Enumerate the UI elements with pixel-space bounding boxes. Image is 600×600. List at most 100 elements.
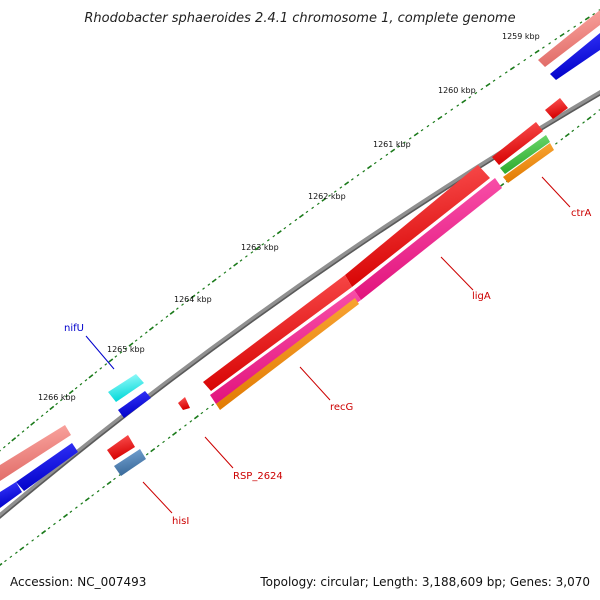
scale-dot-outer — [517, 62, 521, 66]
scale-dot-outer — [350, 178, 354, 181]
leader-line-RSP2624 — [204, 436, 234, 469]
scale-dot-outer — [223, 271, 227, 274]
gene-label-hisI[interactable]: hisI — [172, 516, 189, 527]
gene-bar-blue-top[interactable] — [550, 33, 600, 80]
scale-dot-outer — [485, 82, 491, 87]
gene-bar-green[interactable] — [500, 135, 550, 174]
gene-bar-steel[interactable] — [114, 449, 146, 476]
scale-dot-outer — [468, 96, 472, 99]
scale-dot-outer — [276, 230, 282, 235]
scale-dot-inner — [41, 530, 47, 535]
scale-dot-inner — [156, 444, 160, 448]
gene-bar-red-ctrA[interactable] — [492, 122, 543, 165]
scale-dot-outer — [261, 243, 265, 246]
scale-dot-outer — [124, 347, 128, 350]
scale-dot-outer — [45, 410, 49, 414]
scale-dot-outer — [461, 99, 467, 104]
gene-bar-blue-small[interactable] — [118, 391, 151, 418]
scale-dot-inner — [106, 480, 112, 486]
gene-bar-salmon-left[interactable] — [0, 425, 71, 481]
scale-dot-outer — [339, 186, 343, 189]
scale-dot-inner — [211, 403, 215, 407]
scale-dot-inner — [184, 424, 187, 427]
scale-dot-outer — [165, 315, 169, 318]
gene-bar-blue-left[interactable] — [16, 443, 78, 491]
scale-dot-inner — [96, 489, 100, 493]
gene-label-ctrA[interactable]: ctrA — [571, 208, 592, 219]
scale-dot-outer — [84, 379, 88, 382]
scale-dot-inner — [555, 142, 558, 145]
scale-dot-outer — [408, 137, 412, 140]
scale-dot-outer — [17, 434, 20, 437]
scale-dot-outer — [207, 283, 211, 286]
scale-dot-outer — [94, 371, 98, 374]
tick-label-1265: 1265 kbp — [107, 345, 145, 354]
scale-dot-outer — [36, 418, 39, 421]
scale-dot-outer — [0, 449, 1, 453]
scale-dot-outer — [554, 38, 558, 41]
scale-dot-outer — [541, 46, 545, 49]
scale-dot-inner — [571, 129, 575, 133]
gene-label-recG[interactable]: recG — [330, 402, 353, 413]
scale-dot-outer — [356, 174, 360, 177]
scale-dot-outer — [2, 445, 6, 449]
scale-dot-outer — [254, 246, 260, 251]
scale-dot-inner — [4, 559, 7, 563]
scale-dot-outer — [316, 202, 320, 206]
scale-dot-outer — [579, 21, 583, 24]
scale-dot-outer — [328, 194, 331, 197]
gene-label-RSP2624[interactable]: RSP_2624 — [233, 471, 283, 482]
tick-label-1260: 1260 kbp — [438, 86, 476, 95]
gene-bar-orange-ctrA[interactable] — [503, 143, 554, 183]
gene-bar-salmon-top[interactable] — [538, 10, 600, 67]
scale-dot-inner — [586, 116, 592, 121]
scale-dot-outer — [68, 389, 74, 395]
scale-dot-inner — [593, 112, 596, 116]
gene-bar-red-RSP2624[interactable] — [178, 397, 190, 410]
scale-dot-outer — [196, 291, 200, 294]
tick-label-1261: 1261 kbp — [373, 140, 411, 149]
scale-dot-outer — [55, 402, 58, 406]
scale-dot-outer — [64, 394, 68, 398]
accession-text: Accession: NC_007493 — [10, 575, 146, 589]
scale-dot-outer — [456, 104, 460, 107]
scale-dot-outer — [211, 278, 217, 283]
scale-dot-outer — [592, 12, 596, 16]
scale-dot-inner — [178, 428, 182, 431]
scale-dot-outer — [148, 326, 154, 331]
scale-dot-outer — [186, 299, 190, 302]
gene-bar-cyan[interactable] — [108, 374, 144, 402]
scale-dot-inner — [193, 415, 199, 420]
scale-dot-outer — [288, 222, 292, 226]
gene-bar-red-long-upper[interactable] — [345, 165, 490, 287]
scale-dot-outer — [30, 421, 36, 426]
scale-dot-outer — [144, 331, 148, 334]
scale-dot-outer — [504, 71, 508, 74]
gene-bar-magenta-lower[interactable] — [210, 290, 361, 404]
scale-dot-outer — [155, 323, 158, 326]
scale-dot-inner — [31, 539, 35, 542]
tick-label-1264: 1264 kbp — [174, 295, 212, 304]
scale-dot-outer — [584, 16, 590, 21]
gene-bar-red-small-right[interactable] — [545, 98, 568, 119]
scale-dot-outer — [498, 75, 502, 78]
gene-bar-magenta-upper[interactable] — [354, 178, 502, 300]
gene-label-ligA[interactable]: ligA — [472, 291, 491, 302]
scale-dot-inner — [172, 431, 177, 436]
scale-dot-inner — [205, 407, 209, 411]
scale-dot-outer — [559, 32, 565, 38]
gene-bar-blue-edge[interactable] — [0, 482, 22, 508]
scale-dot-outer — [385, 153, 389, 157]
scale-dot-outer — [529, 54, 533, 58]
gene-label-nifU[interactable]: nifU — [64, 323, 84, 334]
scale-dot-inner — [189, 420, 193, 423]
scale-dot-outer — [169, 310, 175, 315]
scale-dot-outer — [294, 218, 298, 222]
scale-dot-inner — [36, 535, 40, 538]
gene-bar-red-hisI[interactable] — [107, 435, 135, 460]
gene-bar-orange-recG[interactable] — [216, 298, 359, 410]
scale-dot-outer — [474, 91, 478, 95]
scale-dot-outer — [333, 190, 337, 193]
gene-bar-red-long-lower[interactable] — [203, 275, 352, 391]
